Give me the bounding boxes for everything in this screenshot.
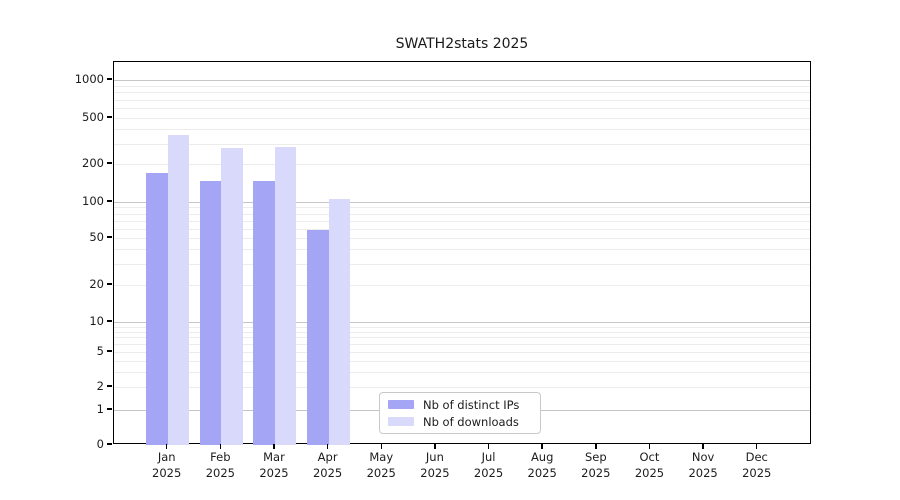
x-axis-tick-mark xyxy=(166,444,168,449)
x-axis-tick-label: Jul 2025 xyxy=(473,450,504,480)
plot-area xyxy=(113,61,811,445)
y-axis-tick-label: 20 xyxy=(89,277,104,291)
gridline-minor xyxy=(114,360,810,362)
y-axis-tick-mark xyxy=(107,283,112,285)
y-axis-tick-label: 50 xyxy=(89,230,104,244)
gridline-minor xyxy=(114,249,810,251)
y-axis-tick-label: 5 xyxy=(96,344,104,358)
gridline-minor xyxy=(114,344,810,346)
x-axis-tick-label: Jun 2025 xyxy=(420,450,450,480)
bar-downloads-feb xyxy=(221,148,243,445)
x-axis-tick-label: Dec 2025 xyxy=(742,450,772,480)
gridline-minor xyxy=(114,387,810,388)
y-axis-tick-label: 1 xyxy=(96,402,104,416)
bar-downloads-mar xyxy=(274,147,297,445)
x-axis-tick-mark xyxy=(702,444,704,449)
gridline-minor xyxy=(114,108,810,109)
gridline-minor xyxy=(114,207,810,209)
gridline-minor xyxy=(114,264,810,266)
x-axis-tick-mark xyxy=(326,444,329,449)
x-axis-tick-label: Oct 2025 xyxy=(634,450,665,480)
gridline-minor xyxy=(114,118,810,119)
y-axis-tick-mark xyxy=(107,320,112,322)
legend-swatch-distinct-ips xyxy=(388,400,414,409)
x-axis-tick-mark xyxy=(434,444,436,449)
gridline-minor xyxy=(114,228,810,230)
legend-label-distinct-ips: Nb of distinct IPs xyxy=(423,397,520,412)
gridline-minor xyxy=(114,129,810,131)
gridline-minor xyxy=(114,337,810,339)
gridline-minor xyxy=(114,285,810,286)
x-axis-tick-mark xyxy=(756,444,758,449)
legend-swatch-downloads xyxy=(388,417,414,426)
legend-item-downloads: Nb of downloads xyxy=(388,415,532,429)
x-axis-tick-mark xyxy=(219,444,222,449)
y-axis-tick-mark xyxy=(107,385,112,387)
y-axis-tick-mark xyxy=(107,78,112,80)
legend-item-distinct-ips: Nb of distinct IPs xyxy=(388,398,532,412)
gridline-minor xyxy=(114,164,810,165)
legend-label-downloads: Nb of downloads xyxy=(423,414,519,429)
y-axis-tick-label: 10 xyxy=(89,314,104,328)
x-axis-tick-label: Jan 2025 xyxy=(152,450,182,480)
bar-distinct-ips-apr xyxy=(307,230,329,445)
gridline-minor xyxy=(114,213,810,215)
bar-downloads-apr xyxy=(328,199,351,445)
y-axis-tick-label: 0 xyxy=(96,437,104,451)
gridline-minor xyxy=(114,331,810,333)
x-axis-tick-label: Nov 2025 xyxy=(688,450,718,480)
x-axis-tick-mark xyxy=(541,444,543,449)
x-axis-tick-label: Mar 2025 xyxy=(259,450,289,480)
gridline-minor xyxy=(114,326,810,328)
y-axis-tick-label: 1000 xyxy=(74,72,104,86)
gridline-minor xyxy=(114,238,810,239)
y-axis-tick-mark xyxy=(107,200,112,202)
x-axis-tick-mark xyxy=(273,444,275,449)
y-axis-tick-mark xyxy=(107,443,112,445)
y-axis-tick-label: 100 xyxy=(82,194,104,208)
x-axis-tick-label: Feb 2025 xyxy=(205,450,235,480)
y-axis-tick-mark xyxy=(107,116,112,118)
gridline-major xyxy=(114,202,810,203)
bar-distinct-ips-jan xyxy=(146,172,168,445)
x-axis-tick-label: Apr 2025 xyxy=(312,450,343,480)
x-axis-tick-mark xyxy=(380,444,382,449)
gridline-major xyxy=(114,80,810,81)
x-axis-tick-mark xyxy=(648,444,651,449)
gridline-major xyxy=(114,322,810,323)
x-axis-tick-label: May 2025 xyxy=(366,450,396,480)
legend: Nb of distinct IPs Nb of downloads xyxy=(379,392,541,434)
y-axis-tick-mark xyxy=(107,350,112,352)
y-axis-tick-mark xyxy=(107,162,112,164)
gridline-minor xyxy=(114,371,810,373)
x-axis-tick-label: Aug 2025 xyxy=(527,450,557,480)
bar-distinct-ips-mar xyxy=(253,180,275,445)
y-axis-tick-label: 200 xyxy=(82,156,104,170)
x-axis-tick-mark xyxy=(487,444,490,449)
y-axis-tick-mark xyxy=(107,236,112,238)
gridline-minor xyxy=(114,352,810,353)
y-axis-tick-label: 500 xyxy=(82,110,104,124)
gridline-minor xyxy=(114,85,810,87)
x-axis-tick-mark xyxy=(595,444,597,449)
y-axis-tick-label: 2 xyxy=(96,379,104,393)
bar-downloads-jan xyxy=(167,135,190,445)
y-axis-tick-mark xyxy=(107,408,112,410)
chart-title: SWATH2stats 2025 xyxy=(395,36,529,52)
gridline-minor xyxy=(114,92,810,94)
x-axis-tick-label: Sep 2025 xyxy=(581,450,611,480)
gridline-minor xyxy=(114,220,810,222)
gridline-minor xyxy=(114,143,810,145)
gridline-minor xyxy=(114,99,810,101)
bar-distinct-ips-feb xyxy=(199,181,222,445)
